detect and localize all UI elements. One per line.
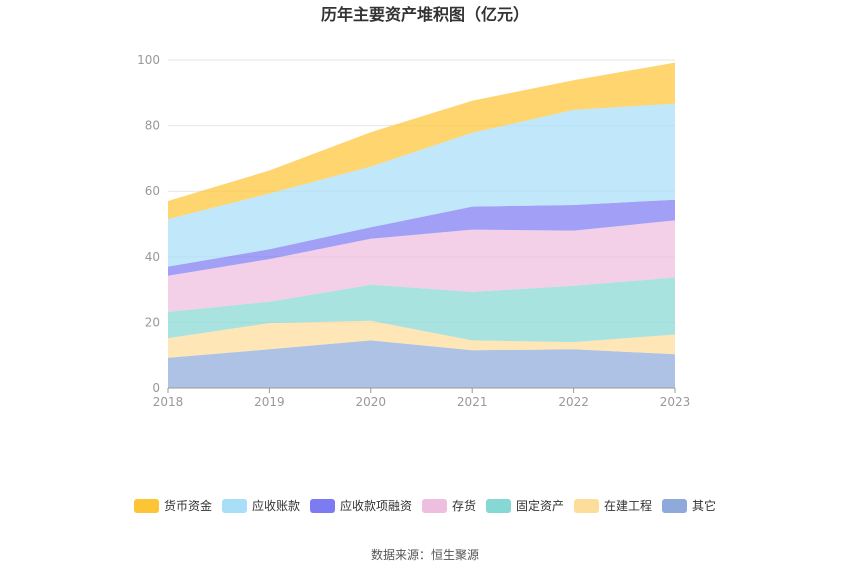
legend-label: 存货 bbox=[452, 498, 476, 513]
x-tick-label: 2018 bbox=[153, 395, 184, 409]
area-series-6[interactable] bbox=[168, 62, 675, 220]
x-tick-label: 2023 bbox=[660, 395, 691, 409]
legend-item[interactable]: 存货 bbox=[422, 498, 476, 513]
data-source: 数据来源：恒生聚源 bbox=[371, 547, 479, 562]
legend-item[interactable]: 应收账款 bbox=[222, 498, 300, 513]
x-tick-label: 2019 bbox=[254, 395, 285, 409]
legend-swatch bbox=[574, 499, 599, 513]
legend-label: 固定资产 bbox=[516, 498, 564, 513]
y-tick-label: 60 bbox=[145, 184, 160, 198]
legend-item[interactable]: 其它 bbox=[662, 498, 716, 513]
area-series-1[interactable] bbox=[168, 320, 675, 358]
legend-swatch bbox=[310, 499, 335, 513]
legend-label: 在建工程 bbox=[604, 498, 652, 513]
area-series-5[interactable] bbox=[168, 103, 675, 267]
legend-item[interactable]: 应收款项融资 bbox=[310, 498, 412, 513]
legend[interactable]: 货币资金 应收账款 应收款项融资 存货 固定资产 在建工程 其它 bbox=[134, 498, 716, 513]
chart-title: 历年主要资产堆积图（亿元） bbox=[321, 5, 529, 24]
legend-swatch bbox=[222, 499, 247, 513]
area-series-3[interactable] bbox=[168, 220, 675, 312]
legend-swatch bbox=[134, 499, 159, 513]
legend-swatch bbox=[486, 499, 511, 513]
x-tick-label: 2020 bbox=[356, 395, 387, 409]
x-tick-label: 2022 bbox=[558, 395, 589, 409]
y-tick-label: 40 bbox=[145, 250, 160, 264]
legend-label: 应收账款 bbox=[252, 498, 300, 513]
axes: 0 20 40 60 80 100 2018 2019 2020 2021 2022 2023 bbox=[137, 53, 690, 409]
legend-item[interactable]: 固定资产 bbox=[486, 498, 564, 513]
area-series-group bbox=[168, 62, 675, 388]
y-tick-label: 80 bbox=[145, 119, 160, 133]
legend-label: 应收款项融资 bbox=[340, 498, 412, 513]
y-tick-label: 20 bbox=[145, 315, 160, 329]
legend-swatch bbox=[662, 499, 687, 513]
legend-label: 其它 bbox=[692, 498, 716, 513]
area-series-4[interactable] bbox=[168, 199, 675, 276]
area-series-0[interactable] bbox=[168, 340, 675, 388]
legend-label: 货币资金 bbox=[164, 498, 212, 513]
x-tick-label: 2021 bbox=[457, 395, 488, 409]
legend-item[interactable]: 在建工程 bbox=[574, 498, 652, 513]
y-tick-label: 0 bbox=[152, 381, 160, 395]
area-series-2[interactable] bbox=[168, 277, 675, 343]
legend-swatch bbox=[422, 499, 447, 513]
legend-item[interactable]: 货币资金 bbox=[134, 498, 212, 513]
y-tick-label: 100 bbox=[137, 53, 160, 67]
